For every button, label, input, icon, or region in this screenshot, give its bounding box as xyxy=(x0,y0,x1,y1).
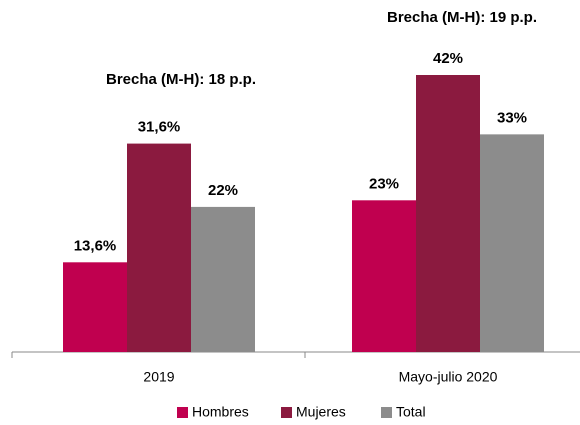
legend-swatch xyxy=(177,407,188,418)
legend-label: Hombres xyxy=(192,404,249,420)
bar xyxy=(480,134,544,352)
bar xyxy=(352,200,416,352)
value-label: 13,6% xyxy=(74,237,117,254)
annotation: Brecha (M-H): 19 p.p. xyxy=(387,9,537,26)
bar xyxy=(416,75,480,352)
value-label: 42% xyxy=(433,50,463,67)
value-label: 22% xyxy=(208,182,238,199)
legend-swatch xyxy=(381,407,392,418)
value-label: 31,6% xyxy=(138,119,181,136)
bar xyxy=(63,262,127,352)
legend-label: Total xyxy=(396,404,426,420)
annotation: Brecha (M-H): 18 p.p. xyxy=(106,71,256,88)
bar xyxy=(191,206,255,352)
value-label: 33% xyxy=(497,109,527,126)
legend-label: Mujeres xyxy=(296,404,346,420)
value-label: 23% xyxy=(369,175,399,192)
x-tick-label: Mayo-julio 2020 xyxy=(399,369,498,385)
x-tick-label: 2019 xyxy=(143,369,174,385)
legend-swatch xyxy=(281,407,292,418)
bar xyxy=(127,143,191,352)
